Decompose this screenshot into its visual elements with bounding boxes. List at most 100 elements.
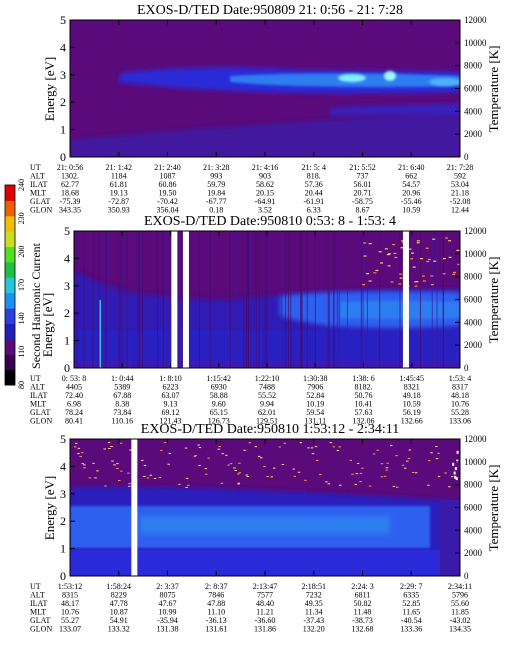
speckle: [394, 256, 398, 259]
footer-cell: 10.59: [403, 400, 421, 409]
speckle: [410, 252, 414, 254]
footer-row-label: GLON: [30, 417, 52, 426]
speckle: [254, 446, 258, 448]
speckle: [238, 472, 242, 474]
speckle: [453, 271, 457, 274]
speckle: [246, 476, 250, 478]
footer-cell: 58.88: [210, 391, 228, 400]
colorbar-tick-label: 140: [17, 312, 26, 324]
footer-cell: 50.82: [354, 599, 372, 608]
footer-cell: 1:45:45: [400, 374, 424, 383]
speckle: [221, 453, 224, 455]
footer-cell: -38.73: [352, 616, 373, 625]
speckle: [456, 249, 460, 252]
colorbar-tick-label: 230: [17, 212, 26, 224]
footer-cell: 19.84: [207, 189, 225, 198]
stripe: [157, 231, 159, 368]
footer-cell: 20.44: [305, 189, 323, 198]
speckle: [452, 273, 456, 275]
speckle: [167, 463, 170, 465]
footer-cell: -70.42: [157, 197, 178, 206]
y-tick-label: 2: [64, 306, 70, 320]
footer-cell: 121.43: [160, 417, 182, 426]
speckle: [422, 280, 426, 282]
footer-row-label: GLAT: [30, 197, 51, 206]
stripe: [162, 231, 164, 368]
speckle: [445, 237, 449, 239]
footer-cell: 7906: [307, 383, 323, 392]
footer-cell: 6335: [403, 591, 419, 600]
colorbar-tick-label: 110: [17, 346, 26, 358]
stripe: [229, 231, 231, 368]
footer-cell: 132.06: [353, 417, 375, 426]
footer-cell: -58.75: [352, 197, 373, 206]
speckle: [428, 460, 431, 462]
speckle: [373, 272, 377, 274]
y-right-tick-label: 8000: [464, 61, 483, 71]
footer-cell: 4405: [66, 383, 82, 392]
stripe: [126, 231, 128, 368]
footer-cell: 1: 0:44: [111, 374, 133, 383]
speckle: [375, 269, 379, 272]
colorbar: 80 110 140 170 200 230 240 Second Harmonic Cur…: [4, 179, 43, 389]
footer-cell: 59.54: [306, 408, 324, 417]
footer-cell: 49.35: [305, 599, 323, 608]
colorbar-swatch: [5, 308, 15, 324]
footer-cell: 48.40: [256, 599, 274, 608]
footer-cell: 8182.: [355, 383, 373, 392]
y-right-tick-label: 12000: [464, 15, 487, 25]
speckle: [351, 473, 354, 475]
footer-cell: 11.34: [305, 608, 323, 617]
footer-cell: 131.61: [205, 625, 227, 634]
speckle: [454, 475, 457, 479]
panel-1-spectrum: [70, 67, 460, 157]
footer-cell: 21: 2:40: [154, 163, 180, 172]
stripe: [338, 231, 340, 368]
footer-cell: 62.77: [61, 180, 79, 189]
footer-cell: 2: 8:37: [205, 582, 227, 591]
y-tick-label: 0: [64, 361, 70, 375]
speckle: [266, 476, 269, 478]
footer-cell: 1:38: 6: [352, 374, 374, 383]
footer-row-label: UT: [30, 374, 41, 383]
stripe: [442, 231, 444, 368]
stripe: [362, 231, 364, 368]
panel-3-y-axis: 0 1 2 3 4 5: [60, 432, 75, 583]
footer-cell: 7488: [259, 383, 275, 392]
speckle: [384, 248, 388, 250]
speckle: [111, 460, 114, 462]
speckle: [368, 280, 372, 282]
footer-cell: 131.38: [157, 625, 179, 634]
speckle: [433, 260, 437, 262]
stripe: [243, 231, 245, 368]
speckle: [103, 448, 106, 450]
stripe: [209, 231, 211, 368]
speckle: [113, 464, 116, 466]
stripe: [198, 231, 200, 368]
footer-cell: 1184: [111, 172, 127, 181]
footer-cell: 11.21: [256, 608, 274, 617]
footer-row-label: ALT: [30, 172, 45, 181]
speckle: [448, 240, 452, 242]
speckle: [435, 446, 438, 448]
panel-1-y-axis-right: 0 2000 4000 6000 8000 10000 12000: [455, 15, 487, 162]
footer-cell: 133.36: [400, 625, 422, 634]
stripe: [336, 231, 338, 368]
footer-cell: 5796: [452, 591, 468, 600]
footer-cell: 21: 6:40: [398, 163, 424, 172]
footer-cell: 9.13: [164, 400, 178, 409]
footer-cell: 6930: [211, 383, 227, 392]
speckle: [143, 464, 147, 466]
speckle: [263, 465, 266, 467]
speckle: [372, 453, 376, 455]
footer-cell: -61.91: [303, 197, 324, 206]
speckle: [338, 484, 342, 486]
stripe: [264, 231, 266, 368]
footer-cell: 20.15: [256, 189, 274, 198]
footer-cell: 56.19: [403, 408, 421, 417]
speckle: [363, 255, 367, 257]
footer-cell: 126.73: [208, 417, 230, 426]
footer-cell: 11.10: [207, 608, 225, 617]
